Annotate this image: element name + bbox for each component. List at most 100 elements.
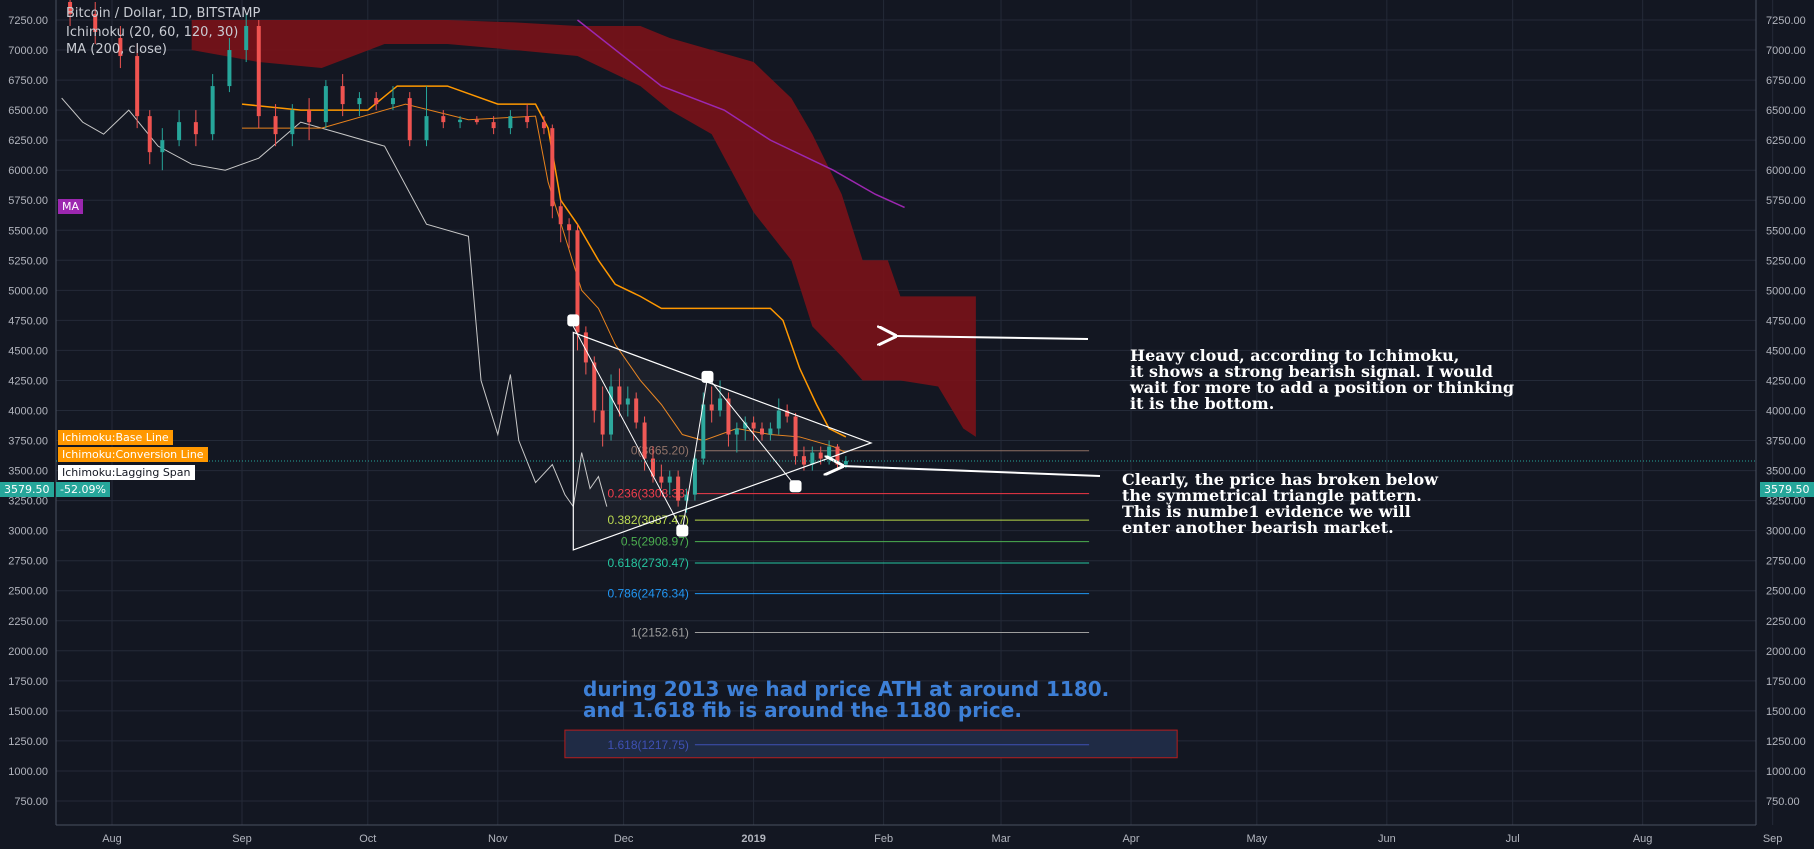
x-tick-label: Sep [232,833,252,845]
y-tick-label-right: 6000.00 [1766,165,1806,177]
x-tick-label: Apr [1122,833,1139,845]
fib-level-label: 1(2152.61) [631,625,689,639]
triangle-annotation: Clearly, the price has broken below the … [1122,470,1438,537]
lagging-span-line [61,97,608,508]
candle-body [210,86,215,135]
triangle-outline [572,331,873,551]
x-tick-label: Mar [992,833,1011,845]
candle-body [160,140,165,153]
y-tick-label-left: 5500.00 [8,225,48,237]
candle-body [726,398,731,435]
x-tick-label: Aug [102,833,122,845]
candle-body [541,122,546,129]
fib-level-label: 0.382(3087.47) [607,513,688,527]
candle-body [575,230,580,333]
y-tick-label-right: 3000.00 [1766,526,1806,538]
candle-body [743,422,748,429]
y-tick-label-left: 5000.00 [8,285,48,297]
candle-body [659,476,664,483]
candle-body [307,110,312,123]
y-tick-label-left: 4500.00 [8,345,48,357]
candle-body [474,119,479,123]
y-tick-label-left: 1000.00 [8,766,48,778]
candlesticks [68,0,848,513]
candle-body [768,428,773,435]
y-tick-label-left: 2250.00 [8,616,48,628]
ichimoku-cloud [191,20,976,437]
candle-body [244,26,249,51]
x-tick-label: Nov [488,833,508,845]
y-tick-label-right: 4000.00 [1766,406,1806,418]
candle-body [718,398,723,411]
y-tick-label-right: 3250.00 [1766,496,1806,508]
y-tick-label-left: 3000.00 [8,526,48,538]
chart-symbol-title[interactable]: Bitcoin / Dollar, 1D, BITSTAMP [66,6,261,21]
ath-annotation-line-2: and 1.618 fib is around the 1180 price. [583,698,1022,722]
candle-body [558,206,563,225]
y-tick-label-right: 750.00 [1766,796,1800,808]
y-tick-label-right: 3500.00 [1766,466,1806,478]
candle-body [508,116,513,129]
candle-body [667,476,672,483]
cloud-area [191,20,976,437]
y-tick-label-left: 3500.00 [8,466,48,478]
y-tick-label-right: 6250.00 [1766,135,1806,147]
candle-body [227,50,232,87]
y-tick-label-right: 1000.00 [1766,766,1806,778]
right-price-tag: 3579.50 [1760,482,1814,497]
y-tick-label-left: 5750.00 [8,195,48,207]
x-tick-label: Aug [1633,833,1653,845]
conversion-line-tag: Ichimoku:Conversion Line [58,447,208,462]
x-tick-label: Sep [1763,833,1783,845]
candle-body [147,116,152,153]
candle-body [256,26,261,117]
ath-highlight-box [564,729,1178,759]
candle-body [692,458,697,495]
candle-body [634,398,639,423]
candle-body [709,404,714,411]
fib-level-label: 0.236(3308.33) [607,487,688,501]
candle-body [650,458,655,477]
triangle-point-marker [789,480,802,493]
y-tick-label-left: 750.00 [14,796,48,808]
y-tick-label-right: 6750.00 [1766,75,1806,87]
cloud-annotation: Heavy cloud, according to Ichimoku, it s… [1130,346,1515,413]
candle-body [776,410,781,429]
candle-body [273,116,278,135]
percent-change-tag: -52.09% [56,482,110,497]
fib-level-label: 0.5(2908.97) [621,535,689,549]
candle-body [617,386,622,405]
ichimoku-indicator-label[interactable]: Ichimoku (20, 60, 120, 30) [66,25,239,40]
y-tick-label-left: 6500.00 [8,105,48,117]
candle-body [734,428,739,435]
candle-body [600,410,605,435]
y-tick-label-left: 1250.00 [8,736,48,748]
y-tick-label-left: 4250.00 [8,375,48,387]
candle-body [550,128,555,207]
candle-body [827,446,832,459]
last-price-tag: 3579.50 [0,482,54,497]
candle-body [357,98,362,105]
candle-body [751,422,756,429]
candle-body [592,362,597,411]
candle-body [525,116,530,123]
candle-body [760,428,764,435]
y-tick-label-right: 4250.00 [1766,375,1806,387]
y-tick-label-right: 5000.00 [1766,285,1806,297]
ma-indicator-label[interactable]: MA (200, close) [66,42,167,57]
x-tick-label: Jun [1378,833,1396,845]
candle-body [793,416,798,457]
candle-body [583,332,588,363]
candle-body [93,13,98,33]
y-tick-label-left: 2500.00 [8,586,48,598]
y-tick-label-right: 7000.00 [1766,45,1806,57]
chart-axes: 7250.00 7250.00 7000.00 7000.00 6750.00 6750.… [8,0,1806,845]
x-tick-label: May [1246,833,1267,845]
lagging-span-tag: Ichimoku:Lagging Span [58,465,195,480]
candle-body [374,98,379,105]
candle-body [458,119,463,123]
cloud-arrow [895,336,1089,339]
fib-level-label: 1.618(1217.75) [607,738,688,752]
x-tick-label: Oct [359,833,376,845]
